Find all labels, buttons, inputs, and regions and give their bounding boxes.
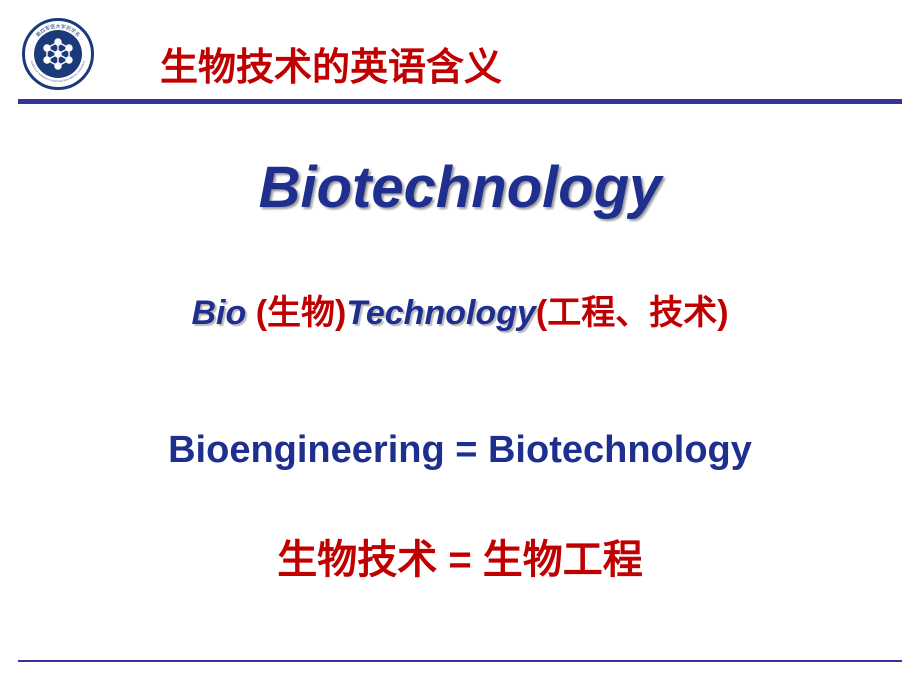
bottom-divider (18, 660, 902, 662)
slide-header: 第四军医大学药学系 SCHOOL OF PHARMACY FOURTH MILI… (0, 0, 920, 95)
top-divider (18, 99, 902, 104)
slide-title: 生物技术的英语含义 (160, 36, 502, 91)
term-technology-translation: (工程、技术) (536, 294, 729, 332)
institution-logo: 第四军医大学药学系 SCHOOL OF PHARMACY FOURTH MILI… (22, 18, 94, 90)
equation-english: Bioengineering = Biotechnology (0, 429, 920, 472)
term-bio: Bio (191, 294, 246, 332)
term-bio-translation: (生物) (246, 294, 346, 332)
slide-content: Biotechnology Bio (生物)Technology(工程、技术) … (0, 110, 920, 650)
main-heading: Biotechnology (0, 154, 920, 221)
etymology-line: Bio (生物)Technology(工程、技术) (0, 285, 920, 334)
equation-chinese: 生物技术 = 生物工程 (0, 527, 920, 585)
term-technology: Technology (346, 294, 536, 332)
molecule-icon (41, 37, 75, 71)
logo-ring: 第四军医大学药学系 SCHOOL OF PHARMACY FOURTH MILI… (22, 18, 94, 90)
logo-inner-circle (34, 30, 82, 78)
